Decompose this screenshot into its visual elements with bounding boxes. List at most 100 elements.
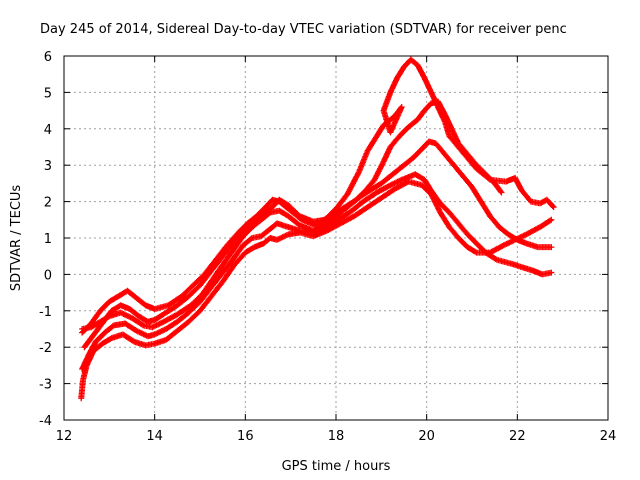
data-point-segment — [394, 65, 407, 81]
x-tick-label: 18 — [328, 429, 345, 444]
data-point-segment — [101, 323, 116, 336]
data-point-segment — [355, 149, 371, 176]
y-tick-label: -4 — [39, 414, 52, 429]
data-point-segment — [99, 335, 114, 347]
data-point-segment — [432, 140, 447, 157]
data-point-segment — [199, 276, 216, 298]
y-tick-label: 1 — [44, 232, 52, 247]
data-point-segment — [80, 363, 90, 383]
data-point-segment — [491, 180, 504, 195]
data-point-segment — [88, 327, 101, 342]
y-tick-label: 2 — [44, 196, 52, 211]
data-point-segment — [507, 260, 524, 270]
data-point-segment — [446, 209, 461, 226]
data-point-segment — [129, 315, 146, 328]
data-point-segment — [391, 179, 411, 192]
data-point-segment — [81, 336, 94, 351]
data-point-segment — [459, 173, 474, 189]
data-point-segment — [208, 279, 225, 300]
data-point-segment — [85, 340, 99, 358]
chart-title: Day 245 of 2014, Sidereal Day-to-day VTE… — [40, 22, 567, 37]
data-point-segment — [212, 243, 230, 263]
data-point-segment — [88, 309, 103, 327]
data-point-segment — [437, 209, 452, 229]
y-tick-label: 4 — [44, 123, 52, 138]
data-point-segment — [398, 155, 415, 170]
data-point-segment — [235, 221, 250, 236]
data-point — [548, 269, 555, 276]
data-point-segment — [412, 171, 427, 182]
data-point-segment — [421, 74, 434, 95]
data-point-segment — [512, 174, 525, 193]
data-point-segment — [378, 174, 393, 187]
data-point-segment — [117, 309, 134, 321]
data-point-segment — [197, 294, 214, 314]
y-tick-labels: -4 -3 -2 -1 0 1 2 3 4 5 6 — [39, 50, 52, 429]
data-point-segment — [464, 154, 479, 171]
x-tick-label: 14 — [146, 429, 163, 444]
data-point-segment — [79, 352, 92, 372]
data-point-segment — [446, 224, 461, 240]
data-point-segment — [174, 294, 191, 309]
data-point-segment — [537, 217, 554, 231]
series-track-4 — [81, 98, 505, 351]
data-point-segment — [95, 318, 107, 332]
data-point-segment — [258, 226, 273, 240]
data-point-segment — [92, 330, 107, 345]
data-point-segment — [455, 235, 470, 250]
data-point-segment — [133, 327, 150, 339]
data-point-segment — [133, 295, 148, 308]
data-point-segment — [178, 283, 196, 300]
data-point-segment — [219, 256, 237, 276]
data-point-segment — [174, 319, 191, 334]
data-point-segment — [108, 331, 125, 342]
data-point-segment — [378, 186, 397, 201]
data-point-segment — [335, 208, 354, 223]
data-point-segment — [260, 206, 273, 218]
data-point-segment — [455, 144, 470, 160]
data-point-segment — [398, 171, 417, 183]
data-point-segment — [231, 228, 248, 245]
data-point-segment — [364, 134, 379, 154]
x-tick-labels: 12 14 16 18 20 22 24 — [56, 429, 617, 444]
data-point-segment — [101, 308, 114, 323]
x-tick-label: 24 — [600, 429, 617, 444]
data-point-segment — [446, 133, 461, 149]
data-point-segment — [210, 259, 228, 281]
y-tick-label: 6 — [44, 50, 52, 65]
data-point-segment — [79, 321, 94, 336]
data-point-segment — [244, 214, 259, 227]
data-point-segment — [441, 151, 456, 167]
data-point-segment — [174, 310, 191, 325]
data-point-segment — [428, 187, 443, 206]
data-point-segment — [381, 109, 394, 136]
y-tick-label: 0 — [44, 268, 52, 283]
data-series — [78, 56, 557, 402]
data-point-segment — [421, 176, 434, 193]
x-tick-label: 20 — [418, 429, 435, 444]
data-point-segment — [174, 303, 193, 318]
data-point-segment — [124, 287, 139, 301]
data-point-segment — [387, 76, 400, 96]
data-point — [498, 189, 505, 196]
data-point-segment — [464, 231, 479, 246]
data-point-segment — [441, 111, 454, 131]
data-point-segment — [362, 178, 377, 194]
data-point-segment — [373, 123, 386, 140]
data-point-segment — [337, 213, 356, 227]
data-point-segment — [441, 118, 452, 138]
data-point-segment — [126, 306, 141, 319]
y-tick-label: -2 — [39, 341, 52, 356]
data-point — [548, 244, 555, 251]
data-point-segment — [450, 162, 465, 178]
data-point-segment — [276, 207, 291, 219]
data-point-segment — [323, 212, 341, 227]
data-point-segment — [323, 221, 343, 234]
data-point-segment — [464, 244, 479, 255]
data-point — [550, 204, 557, 211]
data-point-segment — [231, 250, 248, 269]
data-point-segment — [296, 222, 315, 234]
data-point-segment — [197, 269, 214, 289]
data-point-segment — [523, 240, 540, 250]
data-point-segment — [407, 56, 420, 68]
